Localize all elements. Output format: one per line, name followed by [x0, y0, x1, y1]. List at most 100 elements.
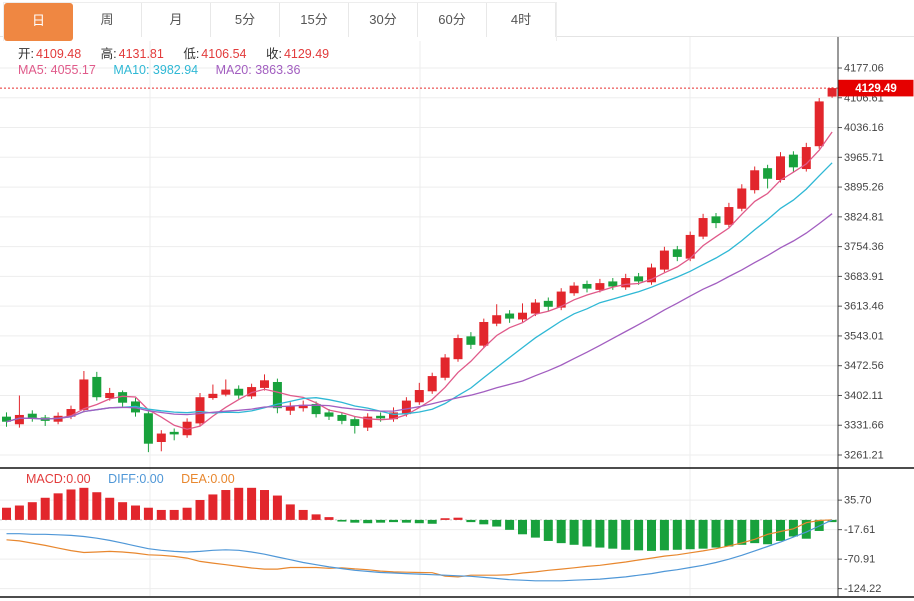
- candle-body: [763, 168, 773, 179]
- macd-bar: [118, 502, 128, 520]
- macd-bar: [2, 507, 11, 520]
- candle-body: [518, 312, 527, 320]
- macd-bar: [272, 495, 282, 520]
- candle-body: [169, 431, 179, 435]
- candle-body: [530, 302, 540, 314]
- price-axis-label: 3543.01: [844, 330, 884, 342]
- macd-bar: [634, 519, 644, 551]
- macd-bar: [66, 489, 76, 520]
- macd-bar: [285, 504, 295, 520]
- macd-bar: [337, 519, 347, 522]
- tab-60min[interactable]: 60分: [418, 3, 487, 37]
- close-value: 4129.49: [283, 47, 330, 61]
- candle-body: [647, 267, 656, 283]
- tab-day[interactable]: 日: [4, 3, 73, 41]
- macd-bar: [40, 497, 50, 520]
- macd-bar: [685, 519, 695, 550]
- price-badge-value: 4129.49: [855, 83, 897, 95]
- price-axis-label: 3613.46: [844, 301, 884, 313]
- ma20-legend: MA20: 3863.36: [215, 63, 301, 77]
- macd-bar: [105, 497, 115, 520]
- macd-bar: [440, 518, 450, 520]
- tab-5min[interactable]: 5分: [211, 3, 280, 37]
- macd-bar: [466, 519, 476, 523]
- macd-bar: [14, 505, 24, 520]
- candle-body: [376, 415, 386, 419]
- tab-4hour[interactable]: 4时: [487, 3, 556, 37]
- candle-body: [801, 147, 811, 170]
- macd-bar: [156, 509, 166, 520]
- candle-body: [466, 336, 476, 345]
- candle-body: [698, 218, 708, 237]
- macd-bar: [518, 519, 527, 535]
- macd-bar: [582, 519, 592, 547]
- ma-legend: MA5: 4055.17 MA10: 3982.94 MA20: 3863.36: [18, 63, 300, 77]
- price-axis-label: 3683.91: [844, 271, 884, 283]
- candle-body: [659, 250, 669, 270]
- candle-body: [298, 404, 308, 409]
- macd-bar: [621, 519, 631, 550]
- tab-30min[interactable]: 30分: [349, 3, 418, 37]
- diff-line: [6, 519, 833, 582]
- dea-value: DEA:0.00: [181, 472, 235, 486]
- macd-legend: MACD:0.00 DIFF:0.00 DEA:0.00: [26, 472, 249, 486]
- price-axis-label: 4036.16: [844, 122, 884, 134]
- macd-bar: [27, 502, 37, 520]
- candle-body: [492, 315, 502, 324]
- period-tabbar: 日周月 5分 15分 30分 60分 4时: [3, 2, 557, 41]
- candle-body: [685, 234, 695, 259]
- tab-15min[interactable]: 15分: [280, 3, 349, 37]
- diff-value: DIFF:0.00: [108, 472, 164, 486]
- candle-body: [814, 101, 824, 147]
- candle-body: [543, 300, 553, 307]
- tab-month[interactable]: 月: [142, 3, 211, 37]
- candle-body: [324, 412, 334, 417]
- macd-bar: [543, 519, 553, 541]
- price-axis-label: 3472.56: [844, 360, 884, 372]
- candle-body: [389, 412, 398, 420]
- macd-bar: [608, 519, 618, 549]
- macd-bar: [776, 519, 785, 541]
- candle-body: [608, 281, 618, 287]
- candle-body: [440, 357, 450, 378]
- macd-bar: [698, 519, 708, 549]
- dea-line: [6, 519, 833, 578]
- price-axis-label: 3754.36: [844, 241, 884, 253]
- macd-bar: [711, 519, 721, 548]
- candle-body: [827, 88, 837, 97]
- candle-body: [118, 392, 128, 403]
- candle-body: [427, 376, 437, 392]
- macd-bar: [363, 519, 373, 524]
- candle-body: [621, 278, 631, 288]
- candle-body: [311, 403, 321, 415]
- open-label: 开:: [18, 47, 34, 61]
- candle-body: [634, 276, 644, 282]
- macd-bar: [143, 507, 153, 520]
- candle-body: [788, 154, 798, 168]
- ma5-legend: MA5: 4055.17: [18, 63, 96, 77]
- macd-bar: [647, 519, 656, 551]
- candle-body: [595, 283, 605, 290]
- macd-bar: [208, 494, 218, 520]
- candle-body: [750, 170, 760, 191]
- macd-bar: [427, 519, 437, 524]
- macd-bar: [53, 493, 63, 520]
- candle-body: [156, 433, 166, 442]
- candle-body: [724, 207, 734, 225]
- candle-body: [556, 291, 566, 308]
- candle-body: [92, 376, 102, 398]
- price-axis-label: 3895.26: [844, 182, 884, 194]
- price-axis-label: 3331.66: [844, 420, 884, 432]
- macd-axis-label: -17.61: [844, 524, 875, 536]
- candle-body: [672, 249, 682, 257]
- macd-bar: [479, 519, 489, 525]
- tab-week[interactable]: 周: [73, 3, 142, 37]
- candle-body: [453, 338, 463, 360]
- candle-body: [66, 409, 76, 417]
- macd-bar: [79, 487, 89, 520]
- macd-bar: [672, 519, 682, 550]
- macd-axis-label: 35.70: [844, 495, 872, 507]
- macd-bar: [737, 519, 747, 545]
